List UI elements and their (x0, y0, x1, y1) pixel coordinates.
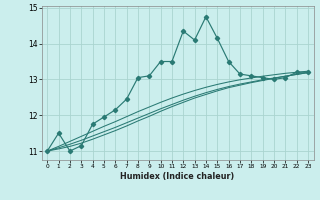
X-axis label: Humidex (Indice chaleur): Humidex (Indice chaleur) (120, 172, 235, 181)
